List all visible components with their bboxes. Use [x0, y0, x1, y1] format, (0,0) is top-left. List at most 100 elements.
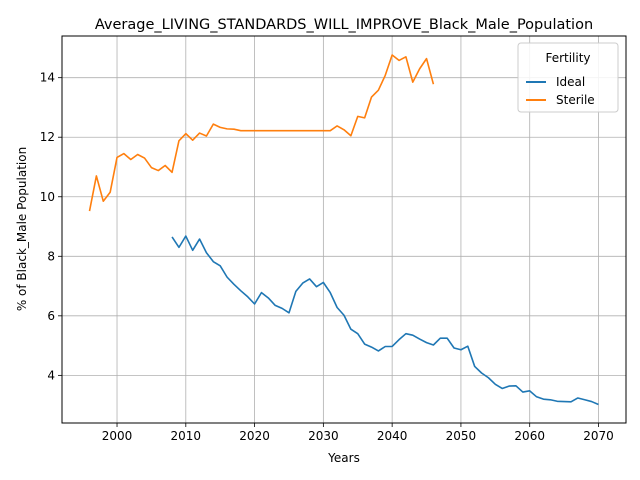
data-point-ideal — [557, 401, 558, 402]
data-point-sterile — [123, 153, 124, 154]
data-point-ideal — [364, 344, 365, 345]
legend-title: Fertility — [545, 51, 590, 65]
data-point-ideal — [226, 277, 227, 278]
data-point-ideal — [330, 292, 331, 293]
data-point-sterile — [385, 75, 386, 76]
data-point-ideal — [447, 338, 448, 339]
y-tick-label: 8 — [47, 249, 55, 263]
y-axis-label: % of Black_Male Population — [15, 147, 29, 311]
data-point-ideal — [261, 292, 262, 293]
data-point-ideal — [543, 399, 544, 400]
data-point-sterile — [213, 124, 214, 125]
data-point-ideal — [171, 236, 172, 237]
data-point-ideal — [233, 284, 234, 285]
y-tick-label: 4 — [47, 368, 55, 382]
x-tick-label: 2020 — [239, 429, 270, 443]
data-point-sterile — [309, 130, 310, 131]
data-point-sterile — [89, 210, 90, 211]
data-point-ideal — [281, 308, 282, 309]
data-point-ideal — [598, 404, 599, 405]
data-point-sterile — [371, 96, 372, 97]
data-point-sterile — [268, 130, 269, 131]
data-point-sterile — [103, 201, 104, 202]
data-point-sterile — [233, 129, 234, 130]
data-point-ideal — [371, 346, 372, 347]
data-point-ideal — [309, 278, 310, 279]
data-point-sterile — [295, 130, 296, 131]
data-point-ideal — [316, 286, 317, 287]
data-point-ideal — [199, 238, 200, 239]
data-point-ideal — [405, 333, 406, 334]
data-point-ideal — [508, 385, 509, 386]
plot-frame — [61, 35, 627, 424]
data-point-ideal — [323, 282, 324, 283]
data-point-sterile — [426, 58, 427, 59]
data-point-sterile — [337, 125, 338, 126]
data-point-ideal — [357, 333, 358, 334]
y-tick-label: 6 — [47, 309, 55, 323]
data-point-sterile — [130, 159, 131, 160]
data-point-sterile — [185, 133, 186, 134]
y-tick-label: 12 — [40, 130, 55, 144]
data-point-sterile — [302, 130, 303, 131]
legend-label-ideal: Ideal — [556, 75, 585, 89]
legend-label-sterile: Sterile — [556, 93, 595, 107]
data-point-sterile — [261, 130, 262, 131]
series-line-ideal — [171, 235, 599, 406]
data-point-ideal — [220, 265, 221, 266]
data-point-ideal — [240, 290, 241, 291]
data-point-ideal — [502, 388, 503, 389]
data-point-ideal — [460, 349, 461, 350]
data-point-ideal — [178, 247, 179, 248]
data-point-sterile — [192, 140, 193, 141]
data-point-ideal — [337, 307, 338, 308]
data-point-ideal — [392, 346, 393, 347]
legend-box — [517, 42, 619, 113]
data-point-sterile — [323, 130, 324, 131]
series-line-sterile — [88, 54, 435, 212]
data-point-sterile — [350, 135, 351, 136]
series-layer — [88, 54, 599, 406]
data-point-sterile — [330, 130, 331, 131]
data-point-sterile — [240, 130, 241, 131]
data-point-ideal — [529, 390, 530, 391]
data-point-sterile — [110, 192, 111, 193]
data-point-sterile — [151, 167, 152, 168]
data-point-ideal — [350, 329, 351, 330]
data-point-ideal — [591, 401, 592, 402]
data-point-ideal — [213, 261, 214, 262]
y-axis-ticks: 4 6 8 10 12 14 — [40, 71, 62, 382]
x-tick-label: 2030 — [308, 429, 339, 443]
data-point-sterile — [220, 127, 221, 128]
data-point-sterile — [275, 130, 276, 131]
data-point-ideal — [584, 399, 585, 400]
data-point-ideal — [440, 338, 441, 339]
data-point-ideal — [515, 385, 516, 386]
data-point-sterile — [171, 172, 172, 173]
x-axis-label: Years — [327, 451, 360, 465]
data-point-ideal — [467, 346, 468, 347]
legend: Fertility Ideal Sterile — [517, 42, 619, 113]
data-point-ideal — [453, 347, 454, 348]
data-point-sterile — [226, 128, 227, 129]
data-point-sterile — [254, 130, 255, 131]
data-point-ideal — [412, 335, 413, 336]
data-point-sterile — [137, 154, 138, 155]
data-point-ideal — [343, 315, 344, 316]
data-point-ideal — [378, 350, 379, 351]
data-point-ideal — [550, 399, 551, 400]
data-point-ideal — [288, 312, 289, 313]
x-axis-ticks: 2000 2010 2020 2030 2040 2050 2060 2070 — [102, 423, 614, 443]
data-point-ideal — [536, 396, 537, 397]
x-tick-label: 2040 — [377, 429, 408, 443]
data-point-ideal — [385, 346, 386, 347]
chart-title: Average_LIVING_STANDARDS_WILL_IMPROVE_Bl… — [95, 17, 593, 33]
data-point-sterile — [206, 135, 207, 136]
data-point-ideal — [275, 305, 276, 306]
data-point-ideal — [570, 401, 571, 402]
data-point-ideal — [247, 296, 248, 297]
data-point-sterile — [165, 165, 166, 166]
x-tick-label: 2010 — [171, 429, 202, 443]
data-point-sterile — [392, 54, 393, 55]
data-point-ideal — [206, 252, 207, 253]
